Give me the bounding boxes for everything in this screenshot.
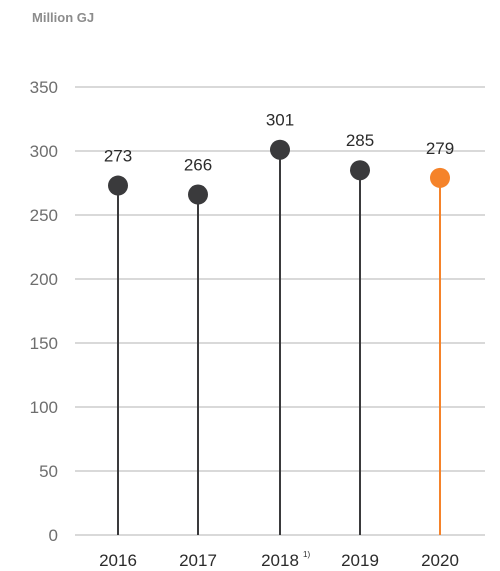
y-tick-label: 350 (30, 78, 58, 97)
y-tick-label: 250 (30, 206, 58, 225)
value-label-2016: 273 (104, 147, 132, 166)
value-label-2020: 279 (426, 139, 454, 158)
unit-label: Million GJ (32, 10, 94, 25)
value-label-2017: 266 (184, 156, 212, 175)
data-point-2020 (430, 167, 450, 188)
data-point-2018 (270, 139, 290, 160)
stems (117, 149, 441, 535)
y-axis-ticks: 0 50 100 150 200 250 300 350 (30, 78, 58, 545)
y-tick-label: 0 (49, 526, 58, 545)
data-point-2019 (350, 160, 370, 181)
x-tick-label-2020: 2020 (421, 551, 459, 570)
value-labels: 273 266 301 285 279 (104, 111, 454, 175)
y-tick-label: 100 (30, 398, 58, 417)
x-tick-label-2016: 2016 (99, 551, 137, 570)
y-tick-label: 300 (30, 142, 58, 161)
value-label-2018: 301 (266, 111, 294, 130)
footnote-marker: 1) (303, 550, 310, 559)
data-points (108, 139, 450, 205)
y-tick-label: 150 (30, 334, 58, 353)
data-point-2016 (108, 175, 128, 196)
x-axis-ticks: 2016 2017 2018 1) 2019 2020 (99, 550, 459, 570)
data-point-2017 (188, 184, 208, 205)
x-tick-label-2017: 2017 (179, 551, 217, 570)
y-tick-label: 200 (30, 270, 58, 289)
x-tick-label-2018: 2018 (261, 551, 299, 570)
x-tick-label-2019: 2019 (341, 551, 379, 570)
y-tick-label: 50 (39, 462, 58, 481)
value-label-2019: 285 (346, 131, 374, 150)
